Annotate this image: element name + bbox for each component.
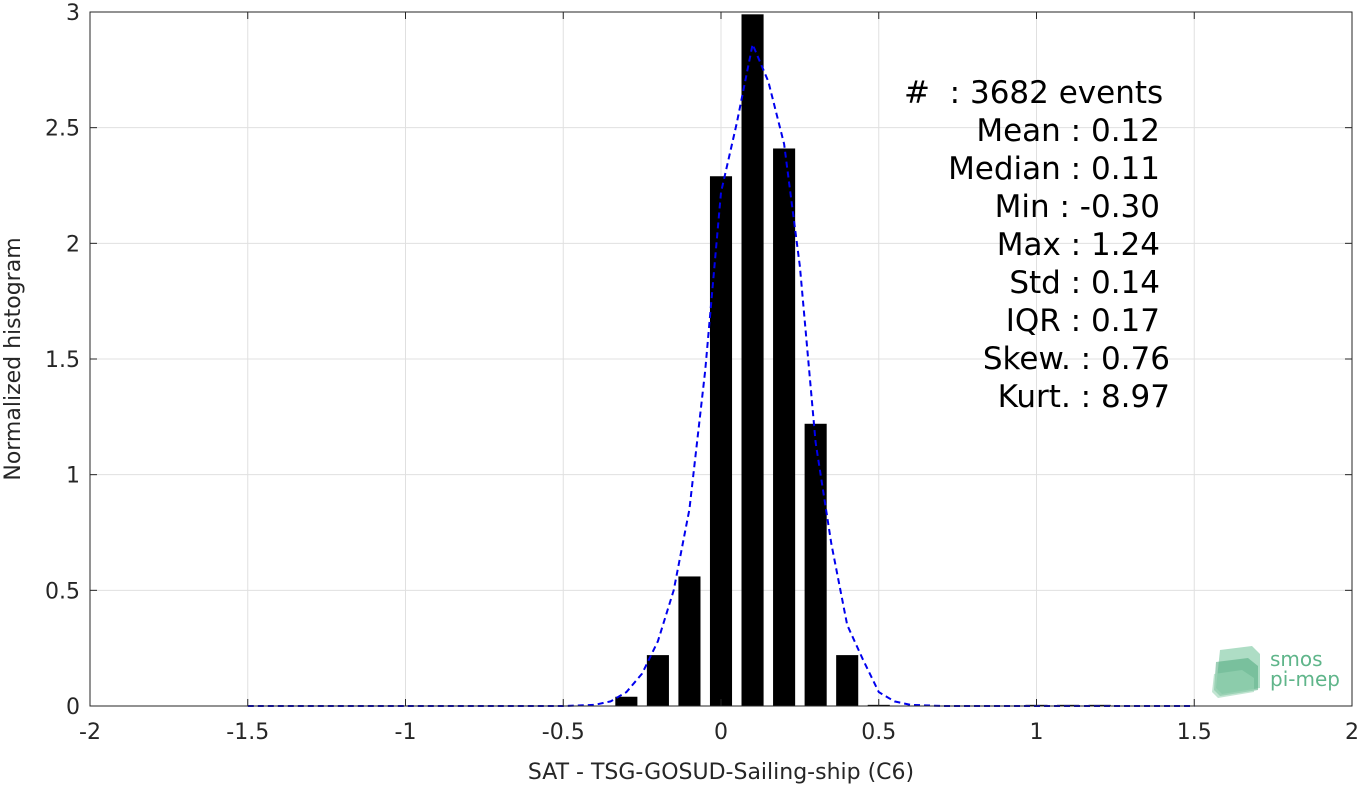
logo-text-pi-mep: pi-mep bbox=[1270, 667, 1340, 691]
stat-events: # : 3682 events bbox=[904, 75, 1164, 111]
x-tick-label: 1.5 bbox=[1177, 720, 1212, 745]
stat-std: Std : 0.14 bbox=[1009, 265, 1160, 301]
histogram-bar bbox=[804, 423, 827, 706]
histogram-bar bbox=[615, 696, 638, 706]
x-tick-label: -1.5 bbox=[226, 720, 269, 745]
stat-kurt: Kurt. : 8.97 bbox=[997, 379, 1170, 415]
y-tick-label: 1.5 bbox=[45, 348, 80, 373]
bars bbox=[615, 14, 1111, 706]
statistics-box: # : 3682 events Mean : 0.12 Median : 0.1… bbox=[900, 74, 1175, 416]
y-tick-label: 2 bbox=[66, 232, 80, 257]
y-tick-label: 1 bbox=[66, 464, 80, 489]
y-axis-title: Normalized histogram bbox=[1, 237, 26, 480]
histogram-bar bbox=[709, 176, 733, 706]
x-axis-title: SAT - TSG-GOSUD-Sailing-ship (C6) bbox=[528, 760, 914, 785]
y-tick-label: 0 bbox=[66, 695, 80, 720]
stat-median: Median : 0.11 bbox=[948, 151, 1160, 187]
logo-mark-icon bbox=[1212, 646, 1260, 698]
x-tick-label: -0.5 bbox=[542, 720, 585, 745]
stat-iqr: IQR : 0.17 bbox=[1005, 303, 1160, 339]
histogram-bar bbox=[773, 148, 796, 706]
stat-max: Max : 1.24 bbox=[996, 227, 1160, 263]
x-tick-label: -1 bbox=[395, 720, 417, 745]
x-axis-ticks: -2 -1.5 -1 -0.5 0 0.5 1 1.5 2 bbox=[79, 12, 1359, 745]
y-tick-label: 3 bbox=[66, 1, 80, 26]
y-axis-ticks: 0 0.5 1 1.5 2 2.5 3 bbox=[45, 1, 1352, 720]
histogram-bar bbox=[646, 655, 669, 706]
stat-skew: Skew. : 0.76 bbox=[982, 341, 1170, 377]
x-tick-label: 1 bbox=[1030, 720, 1044, 745]
logo-text-smos: smos bbox=[1270, 647, 1323, 671]
x-tick-label: -2 bbox=[79, 720, 101, 745]
histogram-bar bbox=[836, 655, 859, 706]
x-tick-label: 2 bbox=[1345, 720, 1359, 745]
y-tick-label: 0.5 bbox=[45, 579, 80, 604]
x-tick-label: 0.5 bbox=[861, 720, 896, 745]
stat-mean: Mean : 0.12 bbox=[976, 113, 1160, 149]
y-tick-label: 2.5 bbox=[45, 117, 80, 142]
histogram-bar bbox=[678, 576, 701, 706]
histogram-bar bbox=[741, 14, 764, 706]
stat-min: Min : -0.30 bbox=[994, 189, 1160, 225]
x-tick-label: 0 bbox=[714, 720, 728, 745]
smos-pi-mep-logo: smos pi-mep bbox=[1212, 644, 1352, 699]
